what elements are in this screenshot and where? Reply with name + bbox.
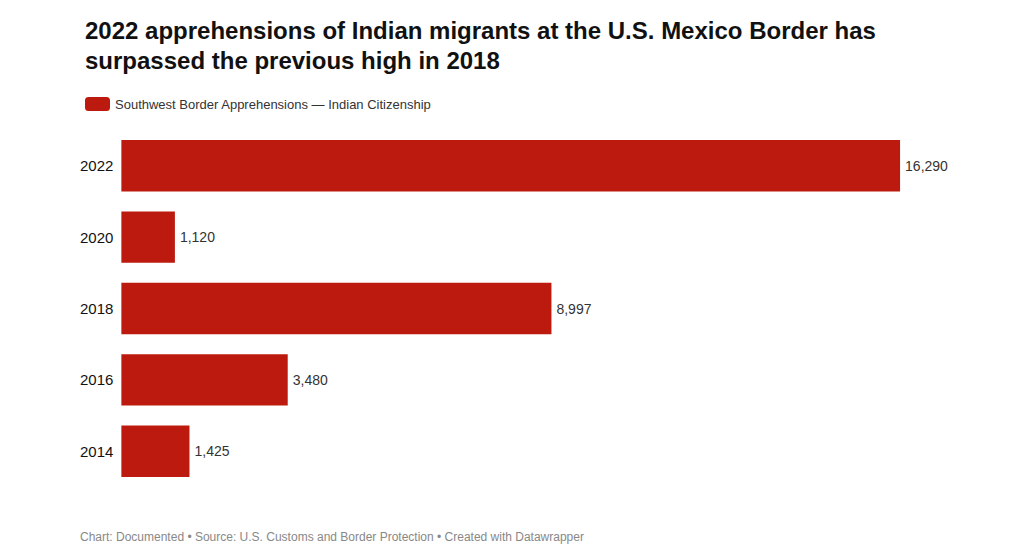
svg-text:2014: 2014 [80, 443, 113, 460]
svg-text:Chart: Documented • Source: U.: Chart: Documented • Source: U.S. Customs… [80, 530, 584, 544]
svg-text:1,120: 1,120 [180, 229, 215, 245]
svg-text:2020: 2020 [80, 229, 113, 246]
svg-text:8,997: 8,997 [556, 301, 591, 317]
svg-text:2022: 2022 [80, 157, 113, 174]
svg-text:1,425: 1,425 [194, 443, 229, 459]
svg-text:16,290: 16,290 [905, 158, 948, 174]
svg-text:2018: 2018 [80, 300, 113, 317]
svg-text:2022 apprehensions of Indian m: 2022 apprehensions of Indian migrants at… [85, 17, 883, 44]
svg-text:3,480: 3,480 [293, 372, 328, 388]
svg-text:2016: 2016 [80, 371, 113, 388]
svg-text:surpassed the previous high in: surpassed the previous high in 2018 [85, 47, 500, 74]
svg-text:Southwest Border Apprehensions: Southwest Border Apprehensions — Indian … [115, 97, 431, 112]
